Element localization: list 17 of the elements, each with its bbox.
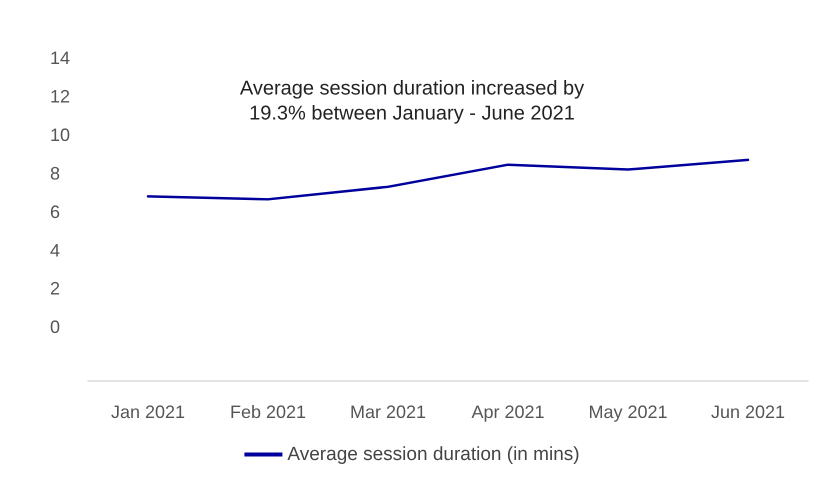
- y-tick-label: 14: [50, 48, 70, 68]
- x-tick-label: May 2021: [588, 402, 668, 422]
- y-tick-label: 2: [50, 278, 60, 299]
- x-tick-label: Mar 2021: [350, 402, 426, 422]
- y-tick-label: 4: [50, 240, 60, 260]
- y-tick-label: 12: [50, 86, 70, 106]
- x-tick-label: Feb 2021: [230, 402, 306, 422]
- y-tick-label: 8: [50, 163, 60, 184]
- y-tick-label: 6: [50, 202, 60, 222]
- legend-label: Average session duration (in mins): [287, 444, 580, 465]
- line-series: [146, 158, 750, 201]
- x-tick-label: Jan 2021: [110, 402, 186, 422]
- annotation: Average session duration increased by 19.3% between January - June 2021: [240, 78, 584, 124]
- x-tick-label: Jun 2021: [710, 402, 786, 422]
- x-tick-label: Apr 2021: [471, 402, 545, 422]
- y-tick-label: 10: [50, 124, 70, 145]
- y-tick-label: 0: [50, 317, 60, 338]
